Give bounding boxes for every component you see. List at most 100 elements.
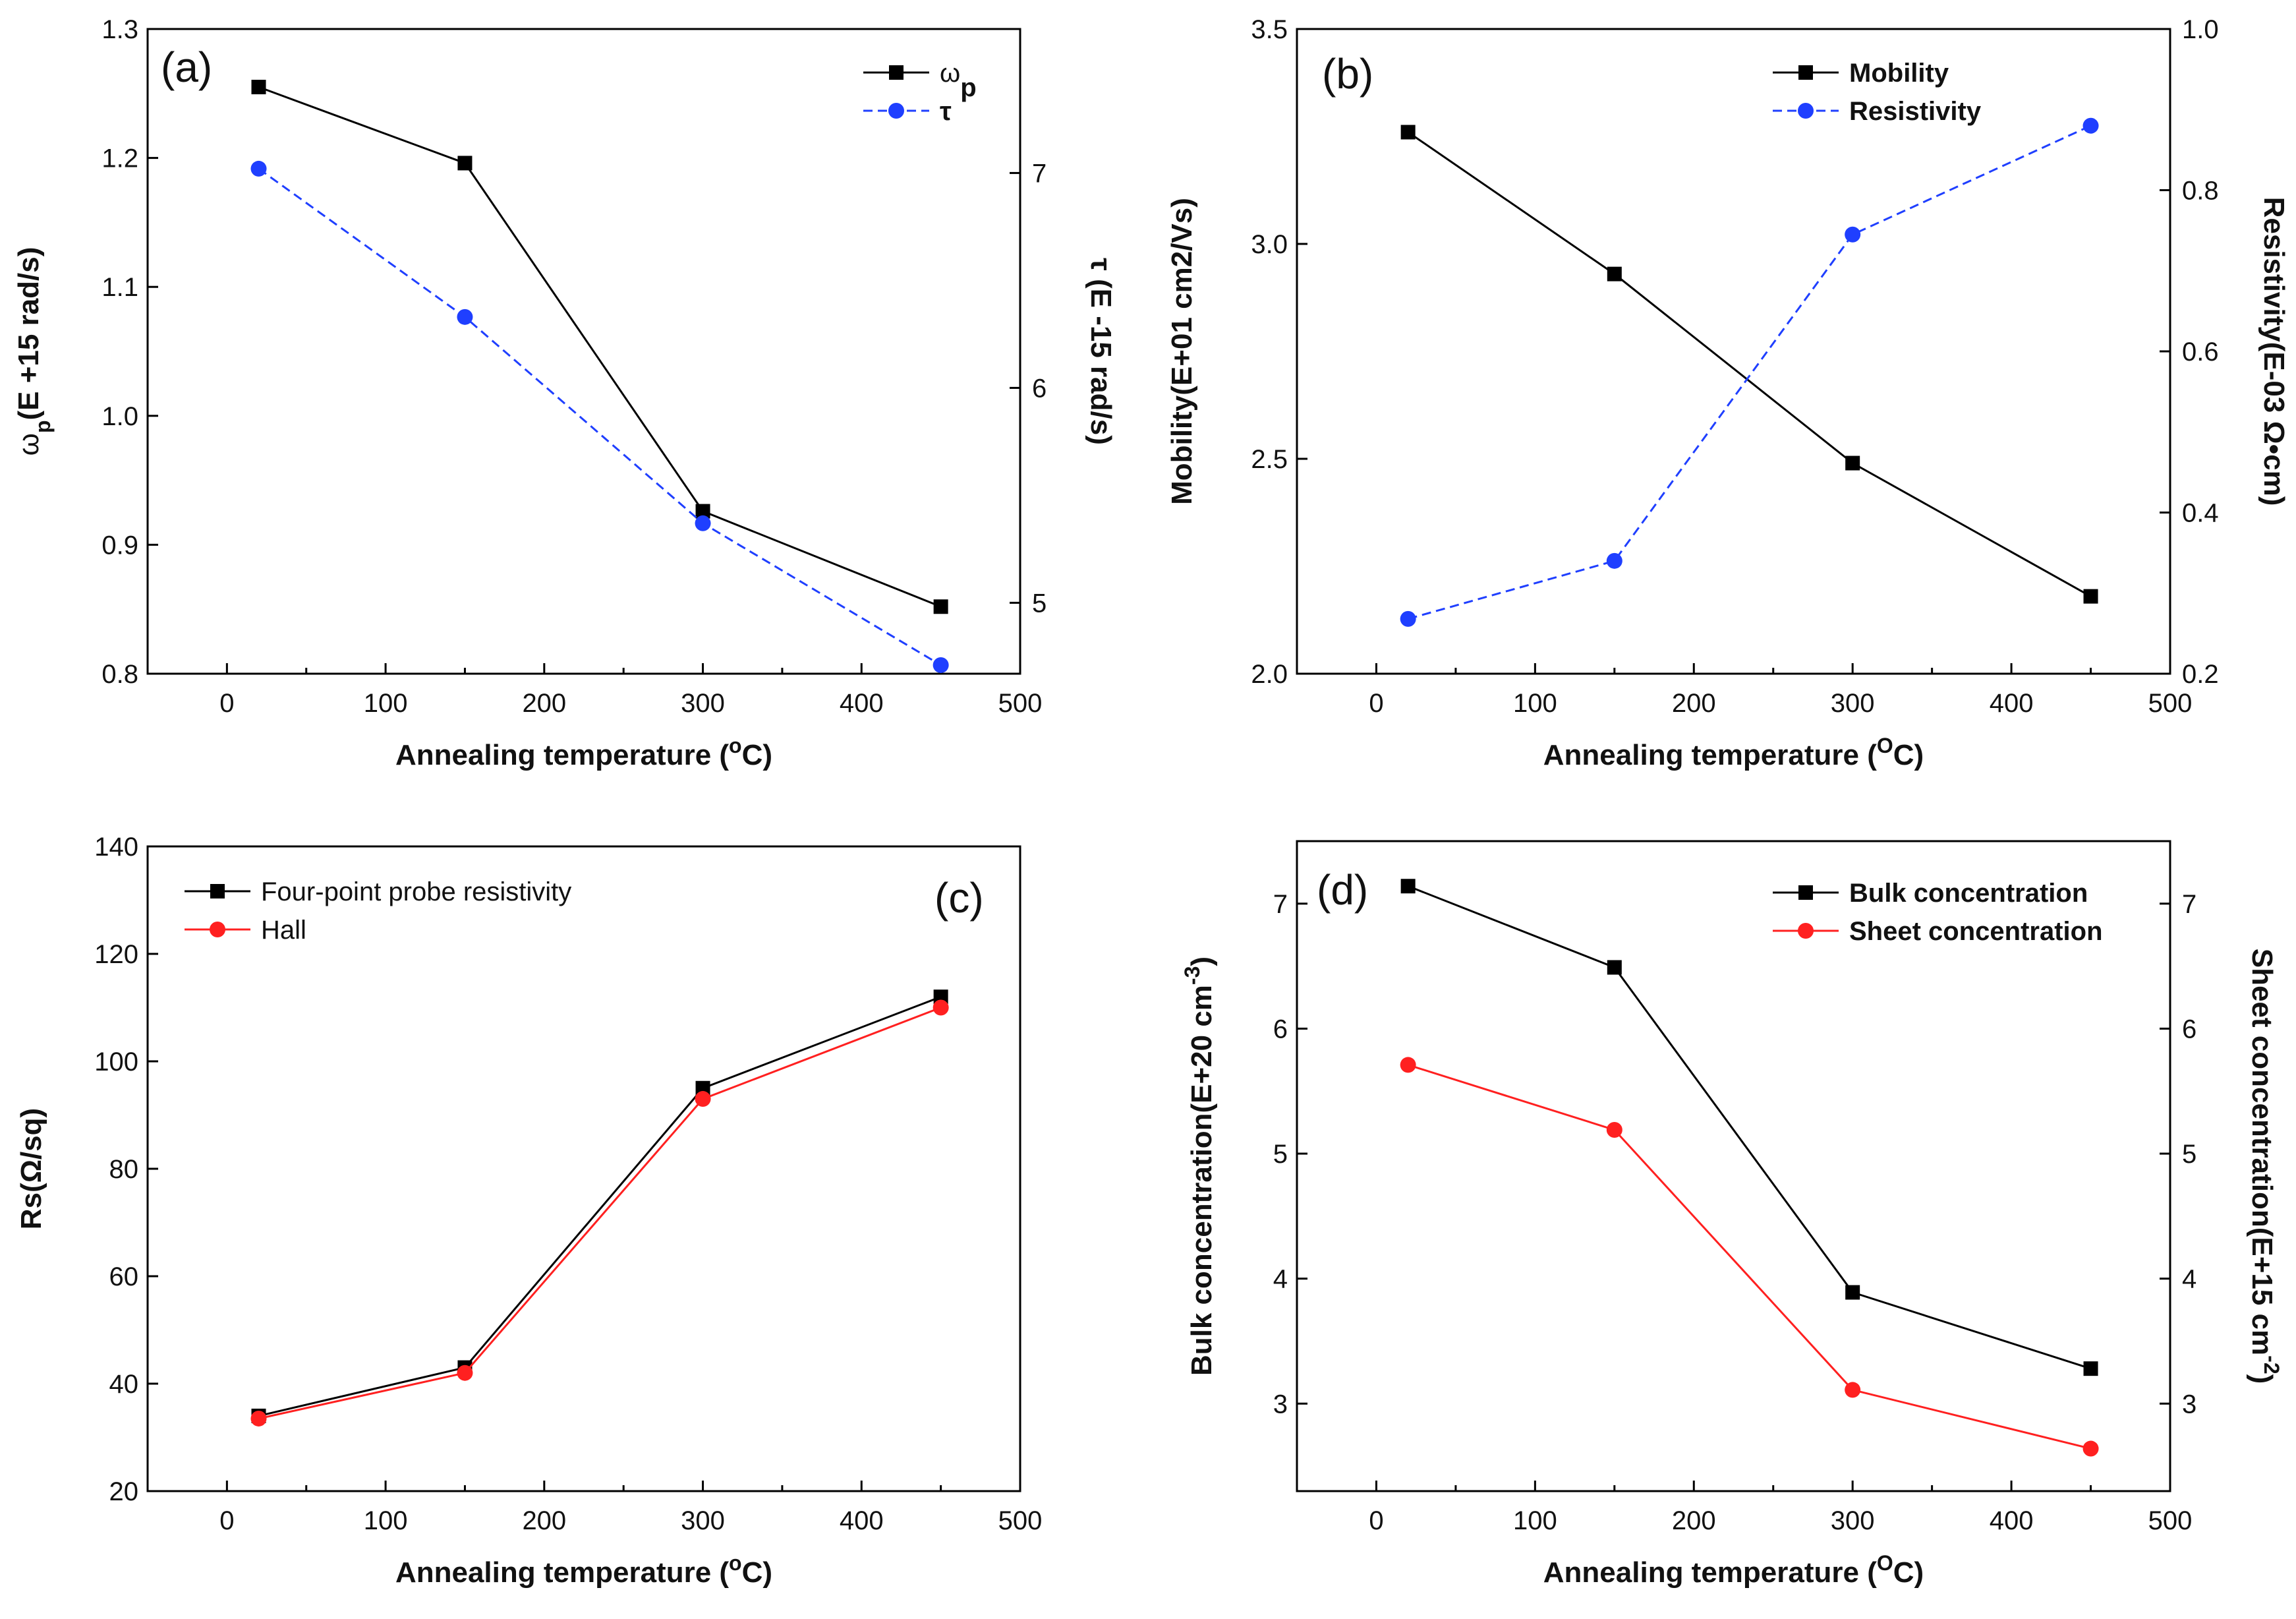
data-point (1607, 960, 1622, 975)
y2-tick-label: 6 (2182, 1015, 2196, 1044)
y-tick-label: 1.0 (101, 402, 138, 431)
x-tick-label: 300 (1831, 1506, 1875, 1535)
x-tick-label: 400 (840, 689, 884, 718)
y2-tick-label: 7 (2182, 890, 2196, 919)
plot-frame (1296, 28, 2171, 675)
series-line-1 (1408, 125, 2092, 620)
x-tick-label: 100 (364, 689, 408, 718)
legend-label: Bulk concentration (1849, 879, 2088, 908)
x-tick-label: 0 (219, 1506, 234, 1535)
y-tick-label: 2.0 (1251, 660, 1288, 689)
y2-tick-label: 1.0 (2182, 15, 2219, 44)
series-line-1 (258, 167, 942, 666)
y2-tick-label: 6 (1032, 374, 1047, 403)
x-tick-label: 100 (364, 1506, 408, 1535)
data-point (2083, 1361, 2098, 1376)
legend-label: Hall (261, 916, 306, 945)
data-point (1400, 125, 1416, 140)
legend-label: Resistivity (1849, 97, 1982, 126)
series-line-0 (1408, 885, 2092, 1370)
data-point (2082, 1440, 2099, 1457)
y2-tick-label: 7 (1032, 159, 1047, 188)
y-axis-label: Mobility(E+01 cm2/Vs) (1166, 198, 1198, 505)
x-tick-label: 500 (998, 689, 1043, 718)
x-axis-label: Annealing temperature (oC) (395, 734, 772, 771)
panel-tag: (c) (934, 874, 984, 922)
data-point (457, 309, 473, 325)
data-point (1845, 456, 1860, 471)
y-axis-label: ωp(E +15 rad/s) (13, 247, 55, 456)
y-tick-label: 6 (1273, 1015, 1288, 1044)
data-point (1845, 226, 1861, 243)
x-tick-label: 500 (998, 1506, 1043, 1535)
legend-marker (1798, 65, 1813, 80)
y-tick-label: 0.9 (101, 531, 138, 560)
data-point (1606, 552, 1622, 569)
data-point (1845, 1382, 1861, 1398)
series-line-0 (258, 995, 942, 1417)
panel-c: 0 100 200 300 400 500 20 40 60 80 100 120 140 Anneali… (15, 833, 1042, 1589)
legend-label: ωp (940, 59, 977, 102)
series-line-0 (258, 86, 942, 608)
y-axis-label: Bulk concentration(E+20 cm-3) (1180, 957, 1218, 1376)
data-point (695, 1080, 710, 1096)
legend-marker (1798, 923, 1814, 939)
panel-a: 0 100 200 300 400 500 0.8 0.9 1.0 1.1 1.2 1.3 5 6 7 Ann… (13, 15, 1117, 771)
y2-tick-label: 0.8 (2182, 177, 2219, 206)
panel-d: 0 100 200 300 400 500 3 4 5 6 7 3 4 5 6 7 Annealing temp… (1180, 840, 2283, 1589)
legend-marker (888, 103, 904, 119)
data-point (1400, 1057, 1416, 1073)
panel-tag: (a) (161, 44, 212, 91)
panel-tag: (d) (1317, 866, 1368, 914)
x-tick-label: 300 (681, 1506, 725, 1535)
y-tick-label: 5 (1273, 1140, 1288, 1169)
data-point (695, 504, 710, 519)
y-tick-label: 140 (94, 833, 138, 862)
y2-tick-label: 0.6 (2182, 338, 2219, 367)
x-axis-label: Annealing temperature (OC) (1543, 1551, 1924, 1589)
y2-axis-label: Resistivity(E-03 Ω•cm) (2258, 197, 2290, 506)
x-tick-label: 0 (1369, 1506, 1383, 1535)
legend-label: Four-point probe resistivity (261, 877, 571, 906)
plot-frame (1296, 840, 2171, 1492)
data-point (2083, 589, 2098, 604)
data-point (250, 1410, 267, 1427)
data-point (695, 1091, 711, 1107)
y-tick-label: 4 (1273, 1265, 1288, 1294)
data-point (933, 599, 948, 614)
y2-axis-label: τ (E -15 rad/s) (1085, 258, 1117, 445)
x-axis-label: Annealing temperature (oC) (395, 1551, 772, 1589)
data-point (457, 156, 473, 171)
y-tick-label: 40 (109, 1370, 139, 1399)
y-tick-label: 1.1 (101, 273, 138, 302)
y-tick-label: 3 (1273, 1390, 1288, 1419)
panel-b: 0 100 200 300 400 500 2.0 2.5 3.0 3.5 0.2 0.4 0.6 0.8… (1166, 15, 2290, 771)
x-tick-label: 200 (1672, 1506, 1716, 1535)
plot-frame (146, 28, 1021, 675)
data-point (933, 999, 949, 1016)
legend-marker (210, 922, 225, 937)
x-tick-label: 200 (522, 1506, 566, 1535)
data-point (1606, 1122, 1622, 1138)
y-tick-label: 3.0 (1251, 230, 1288, 259)
x-tick-label: 200 (522, 689, 566, 718)
data-point (457, 1365, 473, 1381)
y-tick-label: 20 (109, 1477, 139, 1506)
x-tick-label: 200 (1672, 689, 1716, 718)
y-tick-label: 1.3 (101, 15, 138, 44)
legend-label: τ (940, 97, 952, 126)
data-point (1607, 266, 1622, 281)
x-tick-label: 500 (2148, 689, 2193, 718)
y2-tick-label: 3 (2182, 1390, 2196, 1419)
data-point (933, 657, 949, 673)
x-tick-label: 400 (1990, 689, 2034, 718)
x-tick-label: 400 (840, 1506, 884, 1535)
y-tick-label: 7 (1273, 890, 1288, 919)
series-line-0 (1407, 131, 2092, 597)
data-point (1400, 610, 1416, 627)
series-line-1 (258, 1007, 942, 1420)
data-point (251, 80, 266, 95)
y-tick-label: 80 (109, 1155, 139, 1184)
legend-label: Sheet concentration (1849, 917, 2103, 946)
